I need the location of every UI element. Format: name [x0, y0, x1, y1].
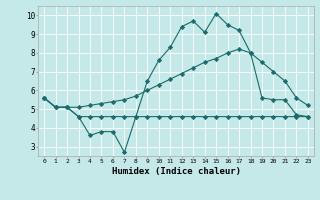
X-axis label: Humidex (Indice chaleur): Humidex (Indice chaleur) — [111, 167, 241, 176]
